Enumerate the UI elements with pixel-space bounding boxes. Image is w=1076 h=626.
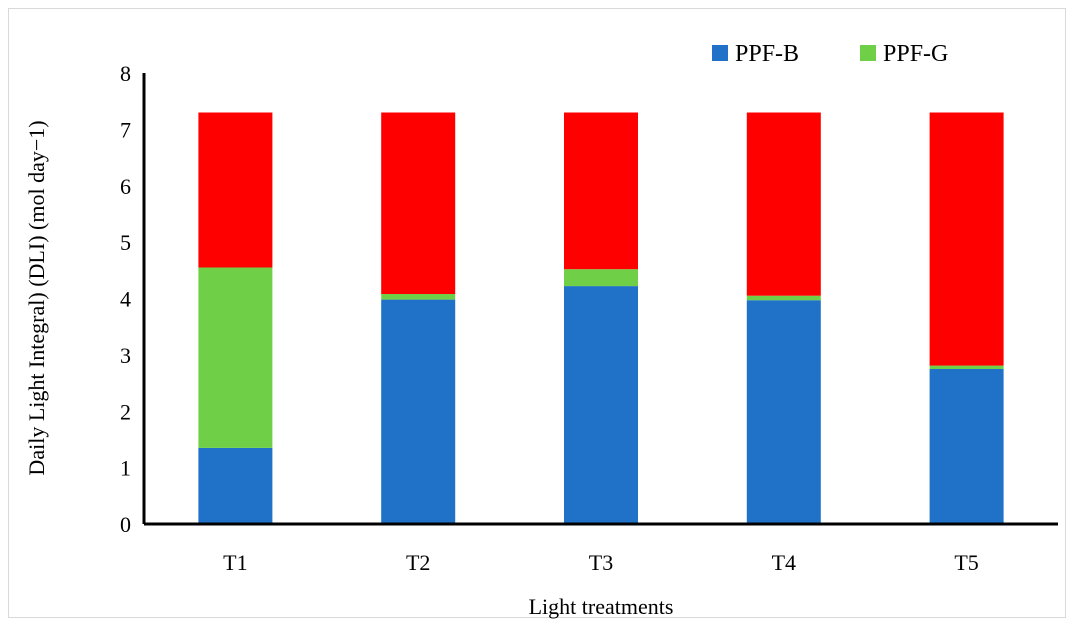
y-tick-label-6: 6	[120, 174, 131, 199]
y-tick-label-0: 0	[120, 512, 131, 537]
x-tick-label-t3: T3	[589, 550, 613, 575]
y-tick-label-8: 8	[120, 61, 131, 86]
x-axis-title: Light treatments	[529, 594, 674, 619]
legend-swatch-ppf-b	[712, 45, 728, 61]
legend: PPF-B PPF-G	[712, 41, 948, 67]
y-tick-label-2: 2	[120, 399, 131, 424]
y-tick-label-4: 4	[120, 287, 131, 312]
x-tick-label-t4: T4	[772, 550, 796, 575]
bar-t3-segment-1	[564, 286, 638, 524]
legend-label-ppf-b: PPF-B	[735, 41, 799, 67]
chart-frame	[8, 8, 1066, 618]
x-tick-label-t5: T5	[954, 550, 978, 575]
y-axis-title: Daily Light Integral) (DLI) (mol day−1)	[24, 120, 49, 475]
x-tick-labels: T1 T2 T3 T4 T5	[223, 550, 979, 575]
y-tick-label-1: 1	[120, 456, 131, 481]
bar-t2-segment-2	[381, 294, 456, 300]
bar-t4-segment-3	[746, 112, 821, 296]
bar-t5-segment-1	[929, 369, 1004, 524]
bar-t2-segment-1	[381, 299, 456, 524]
x-tick-label-t2: T2	[406, 550, 430, 575]
y-tick-label-7: 7	[120, 117, 131, 142]
bar-t1-segment-2	[198, 267, 273, 448]
bar-t2-segment-3	[381, 112, 456, 294]
bar-t5-segment-3	[929, 112, 1004, 366]
bar-t4-segment-1	[746, 300, 821, 524]
bar-t3-segment-2	[564, 269, 638, 287]
bar-t1-segment-1	[198, 447, 273, 524]
bar-t1-segment-3	[198, 112, 273, 268]
bar-t4-segment-2	[746, 295, 821, 301]
bar-t5-segment-2	[929, 365, 1004, 369]
bars-group	[198, 112, 1004, 524]
axes-group	[142, 73, 1058, 526]
y-tick-labels: 0 1 2 3 4 5 6 7 8	[120, 61, 131, 537]
bar-t3-segment-3	[564, 112, 638, 270]
legend-swatch-ppf-g	[860, 45, 876, 61]
legend-label-ppf-g: PPF-G	[883, 41, 948, 67]
y-tick-label-3: 3	[120, 343, 131, 368]
x-tick-label-t1: T1	[223, 550, 247, 575]
y-tick-label-5: 5	[120, 230, 131, 255]
